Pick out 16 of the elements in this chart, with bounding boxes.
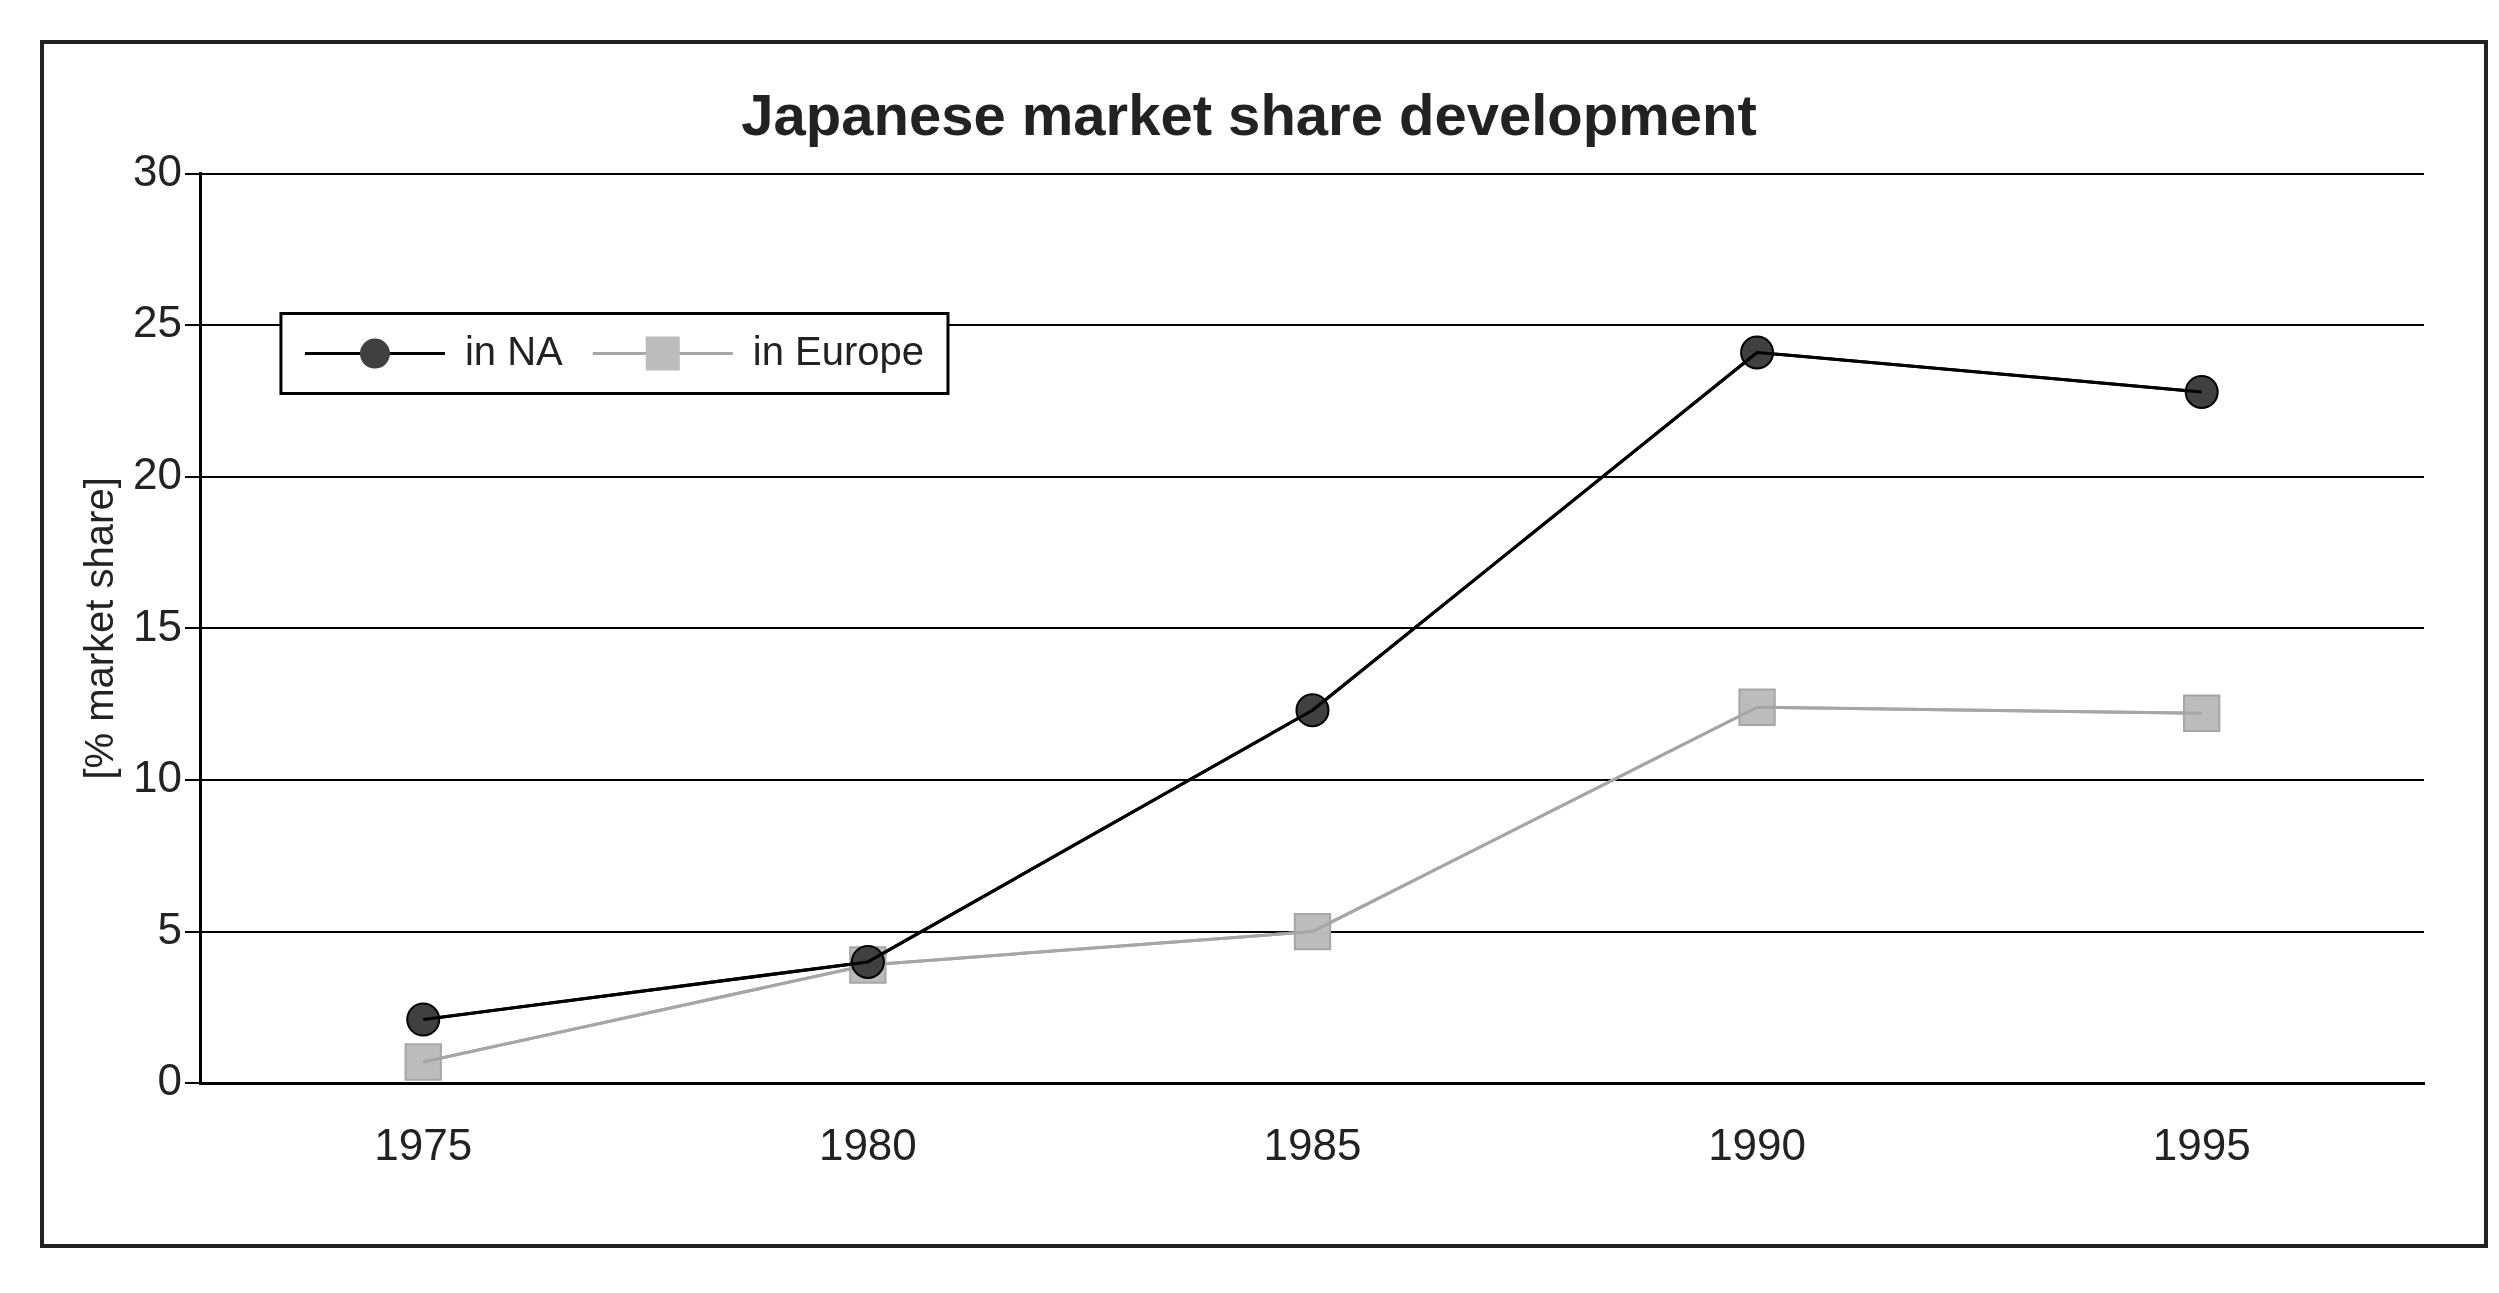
y-tick-label: 15	[132, 600, 182, 650]
y-tick-label: 5	[157, 903, 182, 953]
x-tick-label: 1990	[1708, 1119, 1807, 1169]
y-tick-label: 30	[132, 145, 182, 195]
x-tick-label: 1995	[2152, 1119, 2251, 1169]
legend-label: in NA	[464, 328, 564, 373]
x-tick-label: 1975	[374, 1119, 473, 1169]
y-tick-label: 10	[132, 752, 182, 802]
chart-title: Japanese market share development	[741, 81, 1757, 147]
y-tick-label: 25	[132, 297, 182, 347]
y-tick-label: 0	[157, 1055, 182, 1105]
y-tick-label: 20	[132, 448, 182, 498]
legend-label: in Europe	[752, 328, 924, 373]
y-axis-title: [% market share]	[77, 477, 122, 780]
x-tick-label: 1985	[1263, 1119, 1362, 1169]
x-tick-label: 1980	[818, 1119, 917, 1169]
